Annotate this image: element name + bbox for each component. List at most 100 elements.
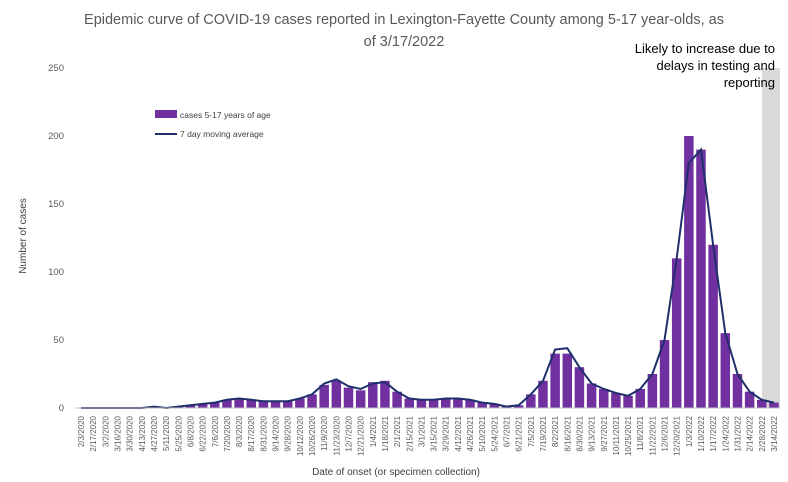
x-tick-label: 12/7/2020 xyxy=(345,415,354,451)
x-tick-label: 6/21/2021 xyxy=(515,415,524,451)
x-tick-label: 10/11/2021 xyxy=(612,415,621,455)
bar xyxy=(465,399,475,408)
bar xyxy=(635,388,645,408)
x-tick-label: 11/23/2020 xyxy=(332,415,341,455)
x-tick-label: 8/2/2021 xyxy=(551,415,560,447)
x-tick-label: 6/8/2020 xyxy=(187,415,196,447)
x-tick-label: 12/20/2021 xyxy=(673,415,682,456)
bar xyxy=(489,403,500,408)
x-tick-label: 1/17/2022 xyxy=(709,415,718,451)
x-tick-label: 2/3/2020 xyxy=(77,415,86,447)
x-tick-label: 3/1/2021 xyxy=(417,415,426,447)
x-tick-label: 10/26/2020 xyxy=(308,415,317,456)
x-tick-label: 5/24/2021 xyxy=(490,415,499,451)
bar xyxy=(428,399,439,408)
x-tick-label: 6/22/2020 xyxy=(199,415,208,451)
bar xyxy=(380,380,390,408)
x-tick-label: 2/28/2022 xyxy=(758,415,767,451)
y-axis-label: Number of cases xyxy=(18,198,29,274)
x-tick-label: 8/31/2020 xyxy=(259,415,268,451)
x-tick-label: 9/14/2020 xyxy=(272,415,281,451)
bar xyxy=(319,384,329,408)
x-tick-label: 8/30/2021 xyxy=(575,415,584,451)
x-tick-label: 8/16/2021 xyxy=(563,415,572,451)
bar xyxy=(222,399,232,408)
bar xyxy=(404,398,415,408)
x-tick-label: 3/15/2021 xyxy=(430,415,439,451)
x-tick-label: 10/25/2021 xyxy=(624,415,633,456)
delay-annotation: Likely to increase due to delays in test… xyxy=(635,41,775,90)
bar xyxy=(744,391,755,408)
x-tick-label: 5/25/2020 xyxy=(174,415,183,451)
legend-line-label: 7 day moving average xyxy=(180,129,264,139)
y-tick-label: 0 xyxy=(59,403,64,414)
bar xyxy=(574,367,585,408)
x-tick-label: 2/14/2022 xyxy=(746,415,755,451)
x-tick-label: 11/8/2021 xyxy=(636,415,645,451)
bar xyxy=(185,405,196,408)
x-tick-label: 3/30/2020 xyxy=(126,415,135,451)
chart-title-line2: of 3/17/2022 xyxy=(364,34,445,50)
x-tick-label: 8/3/2020 xyxy=(235,415,244,447)
x-tick-label: 9/27/2021 xyxy=(600,415,609,451)
bar xyxy=(696,149,706,408)
x-axis-label: Date of onset (or specimen collection) xyxy=(312,467,480,478)
x-tick-label: 9/28/2020 xyxy=(284,415,293,451)
bar xyxy=(282,401,293,408)
y-tick-label: 250 xyxy=(48,63,64,74)
bar xyxy=(586,383,597,408)
bar xyxy=(647,374,658,408)
x-tick-label: 4/26/2021 xyxy=(466,415,475,451)
bar xyxy=(392,391,402,408)
x-tick-label: 1/10/2022 xyxy=(697,415,706,451)
y-tick-label: 150 xyxy=(48,199,64,210)
bar xyxy=(513,405,524,408)
bar xyxy=(623,395,633,408)
bar xyxy=(671,258,682,408)
x-tick-label: 8/17/2020 xyxy=(247,415,256,451)
bar xyxy=(368,382,378,408)
bar xyxy=(453,398,463,408)
y-tick-label: 100 xyxy=(48,267,64,278)
bar xyxy=(538,380,548,408)
legend-bar-label: cases 5-17 years of age xyxy=(180,110,271,120)
x-tick-label: 3/14/2022 xyxy=(770,415,779,451)
x-tick-label: 1/31/2022 xyxy=(734,415,743,451)
bar xyxy=(210,402,220,408)
bar xyxy=(258,401,269,408)
bar xyxy=(684,136,694,408)
bar xyxy=(343,387,354,408)
x-tick-label: 4/13/2020 xyxy=(138,415,147,451)
x-tick-label: 5/10/2021 xyxy=(478,415,487,451)
bar xyxy=(440,398,451,408)
annotation-line3: reporting xyxy=(724,75,775,90)
x-tick-label: 1/18/2021 xyxy=(381,415,390,451)
bar xyxy=(331,380,342,408)
bars-group xyxy=(149,136,779,408)
x-tick-label: 7/5/2021 xyxy=(527,415,536,447)
bar xyxy=(307,394,317,408)
x-tick-label: 2/15/2021 xyxy=(405,415,414,451)
x-tick-label: 3/16/2020 xyxy=(114,415,123,451)
bar xyxy=(611,393,621,408)
y-tick-label: 200 xyxy=(48,131,64,142)
x-tick-label: 11/22/2021 xyxy=(648,415,657,455)
bar xyxy=(295,398,305,408)
x-axis-ticks: 2/3/2020 2/17/2020 3/2/2020 3/16/2020 3/30/2… xyxy=(77,415,779,456)
bar xyxy=(416,399,427,408)
bar xyxy=(757,399,767,408)
x-tick-label: 7/20/2020 xyxy=(223,415,232,451)
x-tick-label: 4/12/2021 xyxy=(454,415,463,451)
y-axis-ticks: 0 50 100 150 200 250 xyxy=(48,63,64,414)
bar xyxy=(234,398,244,408)
bar xyxy=(769,402,779,408)
moving-average-line xyxy=(81,147,775,410)
bar xyxy=(708,244,718,408)
y-tick-label: 50 xyxy=(53,335,64,346)
legend-bar-swatch xyxy=(155,110,177,118)
bar xyxy=(562,353,573,408)
chart-title-line1: Epidemic curve of COVID-19 cases reporte… xyxy=(84,12,724,28)
bar xyxy=(197,403,208,408)
x-tick-label: 9/13/2021 xyxy=(588,415,597,451)
